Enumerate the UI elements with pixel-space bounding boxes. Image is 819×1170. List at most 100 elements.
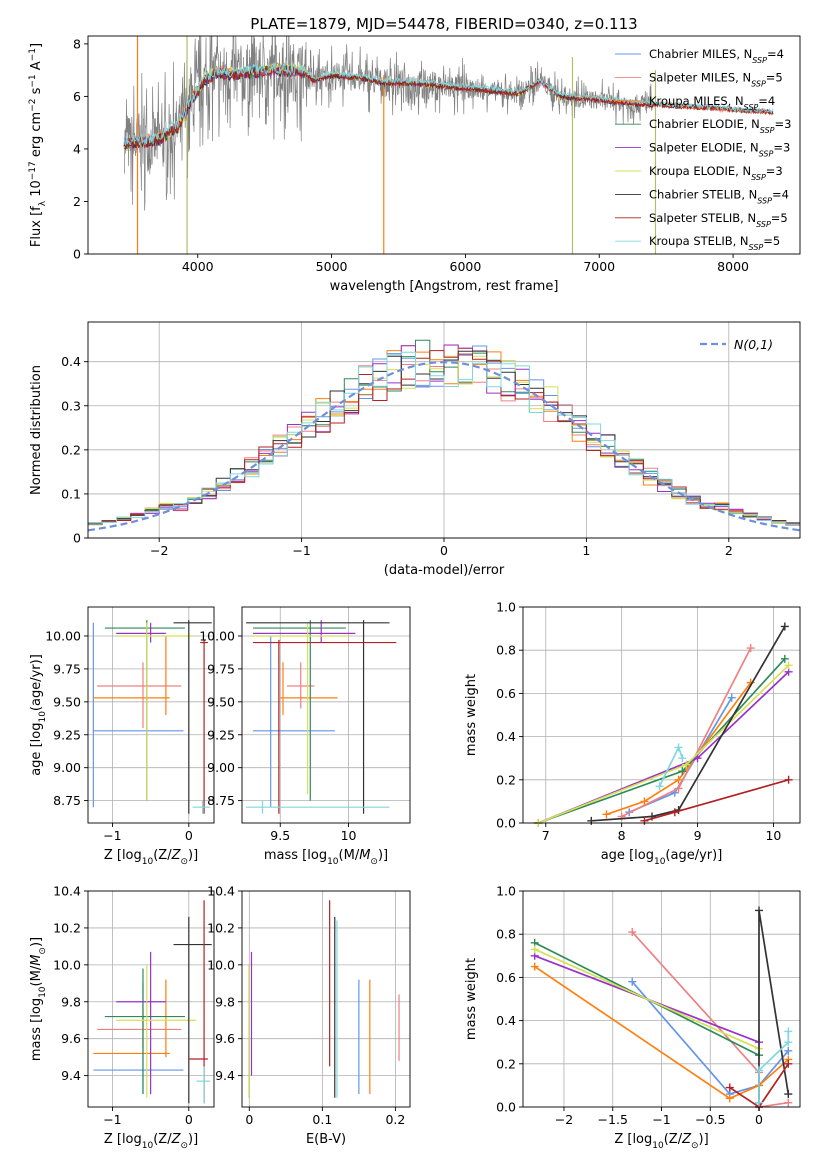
weight-marker bbox=[640, 797, 649, 806]
y-tick-label: 9.6 bbox=[61, 1031, 81, 1046]
errorbar-plot bbox=[248, 900, 400, 1098]
x-tick-label: 5000 bbox=[316, 259, 348, 274]
weight-marker bbox=[674, 784, 683, 793]
x-axis-label: (data-model)/error bbox=[384, 563, 505, 578]
y-tick-label: 9.25 bbox=[207, 727, 235, 742]
x-tick-label: −2 bbox=[150, 543, 168, 558]
y-axis-label: mass weight bbox=[464, 674, 479, 756]
x-tick-label: 9.5 bbox=[270, 828, 290, 843]
errorbar-point bbox=[252, 620, 356, 643]
x-tick-label: −1 bbox=[103, 828, 121, 843]
y-tick-label: 1.0 bbox=[496, 884, 516, 899]
chart-title: PLATE=1879, MJD=54478, FIBERID=0340, z=0… bbox=[250, 15, 637, 33]
errorbar-point bbox=[246, 620, 390, 814]
model-spectrum-line bbox=[123, 61, 774, 147]
x-tick-label: 9 bbox=[694, 828, 702, 843]
y-tick-label: 0.4 bbox=[496, 1013, 516, 1028]
spectrum-plot bbox=[123, 36, 774, 254]
weight-marker bbox=[755, 906, 764, 915]
legend-entry: Kroupa STELIB, NSSP=5 bbox=[649, 234, 780, 252]
y-tick-label: 10.4 bbox=[53, 884, 81, 899]
weight-line bbox=[644, 778, 789, 822]
y-tick-label: 0.6 bbox=[496, 686, 516, 701]
y-tick-label: 0.0 bbox=[496, 816, 516, 831]
y-tick-label: 10.00 bbox=[45, 628, 81, 643]
weight-marker bbox=[670, 808, 679, 817]
errorbar-point bbox=[92, 622, 184, 808]
y-tick-label: 10.2 bbox=[207, 920, 235, 935]
panel-mass-weight-vs-age: 7 8 9 10 0.0 0.2 0.4 0.6 0.8 1.0 age [log10(age/yr… bbox=[464, 600, 801, 867]
legend-entry: Chabrier STELIB, NSSP=4 bbox=[649, 187, 789, 205]
x-tick-label: 7000 bbox=[583, 259, 615, 274]
axes-frame bbox=[87, 890, 215, 1108]
errorbar-point bbox=[116, 964, 197, 1098]
y-tick-label: 4 bbox=[73, 141, 81, 156]
y-tick-label: 0 bbox=[73, 531, 81, 546]
axes-frame bbox=[241, 890, 411, 1108]
weight-marker bbox=[682, 760, 691, 769]
y-tick-label: 9.00 bbox=[53, 760, 81, 775]
y-tick-label: 9.75 bbox=[207, 661, 235, 676]
weight-marker bbox=[784, 775, 793, 784]
errorbar-point bbox=[250, 622, 349, 795]
y-tick-label: 0.4 bbox=[496, 729, 516, 744]
errorbar-point bbox=[246, 800, 390, 814]
legend-entry: Salpeter MILES, NSSP=5 bbox=[649, 70, 783, 88]
weight-marker bbox=[746, 644, 755, 653]
panel-age-vs-mass: 9.5 10 8.75 9.00 9.25 9.50 9.75 10.00 mass [log1… bbox=[199, 606, 411, 867]
errorbar-point bbox=[104, 620, 185, 801]
panel-residuals: −2 −1 0 1 2 0 0.1 0.2 0.3 0.4 (data-model)/error No… bbox=[29, 321, 801, 578]
weight-marker bbox=[640, 816, 649, 825]
weight-plot bbox=[534, 622, 793, 827]
y-tick-label: 0.2 bbox=[61, 442, 81, 457]
errorbar-point bbox=[93, 979, 170, 1058]
x-axis-label: Z [log10(Z/Z⊙)] bbox=[614, 1132, 708, 1151]
panel-age-vs-Z: −1 0 8.75 9.00 9.25 9.50 9.75 10.00 Z [log10(Z/Z… bbox=[29, 606, 215, 867]
y-tick-label: 9.25 bbox=[53, 727, 81, 742]
errorbar-point bbox=[173, 916, 212, 1104]
weight-marker bbox=[530, 962, 539, 971]
weight-marker bbox=[784, 1046, 793, 1055]
y-tick-label: 0.6 bbox=[496, 970, 516, 985]
x-tick-label: 0 bbox=[185, 1112, 193, 1127]
y-tick-label: 9.50 bbox=[207, 694, 235, 709]
x-axis-label: age [log10(age/yr)] bbox=[601, 848, 723, 867]
panel-spectrum: 4000 5000 6000 7000 8000 0 2 4 6 8 wavelength [Ang… bbox=[28, 15, 801, 294]
y-tick-label: 9.75 bbox=[53, 661, 81, 676]
axes-frame bbox=[522, 606, 801, 824]
errorbar-plot bbox=[93, 900, 212, 1104]
errorbar-point bbox=[173, 620, 212, 814]
weight-line bbox=[606, 682, 752, 816]
y-tick-label: 2 bbox=[73, 194, 81, 209]
x-tick-label: 4000 bbox=[182, 259, 214, 274]
weight-marker bbox=[678, 754, 687, 763]
weight-marker bbox=[628, 928, 637, 937]
weight-marker bbox=[674, 743, 683, 752]
y-tick-label: 0.8 bbox=[496, 643, 516, 658]
y-tick-label: 0.0 bbox=[496, 1100, 516, 1115]
weight-marker bbox=[725, 1094, 734, 1103]
legend-entry: Kroupa ELODIE, NSSP=3 bbox=[649, 164, 783, 182]
y-axis-label: Normed distribution bbox=[29, 365, 44, 495]
weight-marker bbox=[678, 767, 687, 776]
legend-entry: Kroupa MILES, NSSP=4 bbox=[649, 94, 775, 112]
x-tick-label: −2 bbox=[555, 1112, 573, 1127]
x-tick-label: 0.1 bbox=[312, 1112, 332, 1127]
weight-line bbox=[758, 910, 790, 1103]
y-tick-label: 10.0 bbox=[207, 957, 235, 972]
y-axis-label: age [log10(age/yr)] bbox=[29, 654, 48, 776]
weight-marker bbox=[674, 775, 683, 784]
x-tick-label: 0 bbox=[440, 543, 448, 558]
weight-line bbox=[758, 1031, 790, 1103]
y-tick-label: 9.00 bbox=[207, 760, 235, 775]
errorbar-point bbox=[200, 639, 208, 814]
y-axis-label: mass weight bbox=[464, 958, 479, 1040]
weight-marker bbox=[602, 810, 611, 819]
weight-marker bbox=[693, 754, 702, 763]
x-tick-label: 8 bbox=[618, 828, 626, 843]
errorbar-point bbox=[93, 635, 170, 715]
errorbar-point bbox=[116, 622, 166, 643]
x-tick-label: −1 bbox=[292, 543, 310, 558]
histogram-step bbox=[88, 350, 800, 524]
x-tick-label: −0.5 bbox=[695, 1112, 725, 1127]
